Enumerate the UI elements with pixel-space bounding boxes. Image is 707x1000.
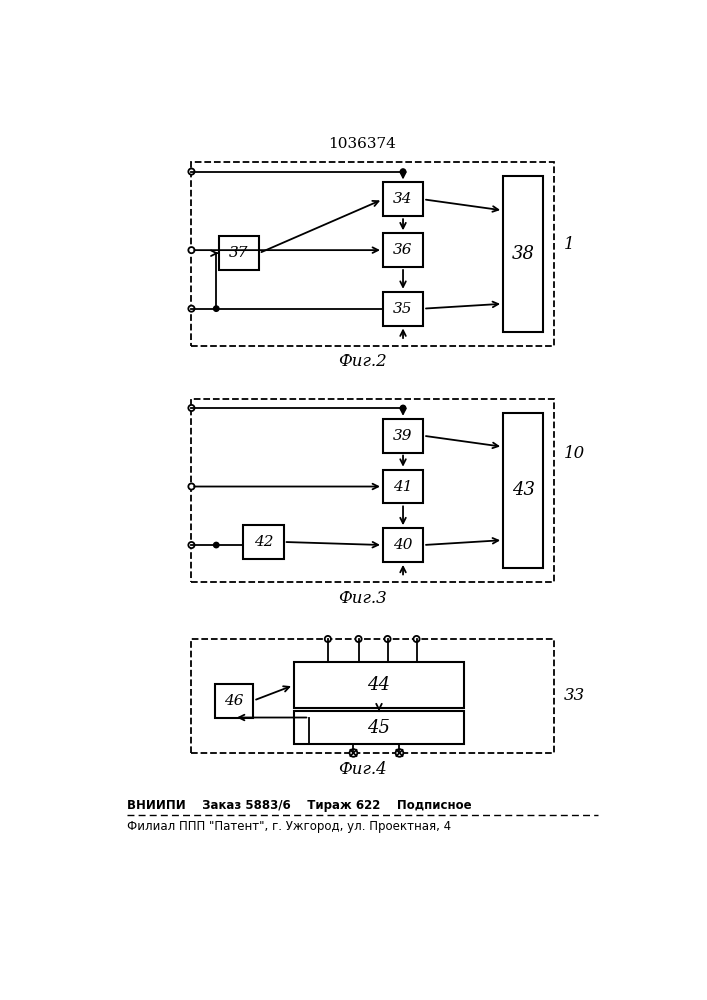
Text: 34: 34 <box>393 192 413 206</box>
Bar <box>192 639 554 753</box>
Text: 35: 35 <box>393 302 413 316</box>
Text: Фиг.2: Фиг.2 <box>338 353 387 370</box>
Circle shape <box>385 636 391 642</box>
Bar <box>192 399 554 582</box>
Text: 1036374: 1036374 <box>328 137 397 151</box>
Text: 40: 40 <box>393 538 413 552</box>
Text: Фиг.3: Фиг.3 <box>338 590 387 607</box>
Circle shape <box>214 306 219 311</box>
Bar <box>383 528 423 562</box>
Bar <box>243 525 284 559</box>
Bar <box>503 176 543 332</box>
Bar <box>293 662 464 708</box>
Text: 42: 42 <box>254 535 274 549</box>
Text: 44: 44 <box>368 676 390 694</box>
Bar <box>383 470 423 503</box>
Text: Филиал ППП "Патент", г. Ужгород, ул. Проектная, 4: Филиал ППП "Патент", г. Ужгород, ул. Про… <box>127 820 451 833</box>
Circle shape <box>400 405 406 411</box>
Text: 1: 1 <box>563 236 574 253</box>
Text: 46: 46 <box>224 694 244 708</box>
Circle shape <box>325 636 331 642</box>
Text: 36: 36 <box>393 243 413 257</box>
Text: 39: 39 <box>393 429 413 443</box>
Text: 10: 10 <box>563 445 585 462</box>
Circle shape <box>400 169 406 174</box>
Text: 38: 38 <box>512 245 534 263</box>
Circle shape <box>188 483 194 490</box>
Text: ВНИИПИ    Заказ 5883/6    Тираж 622    Подписное: ВНИИПИ Заказ 5883/6 Тираж 622 Подписное <box>127 799 472 812</box>
Bar <box>293 711 464 744</box>
Bar <box>215 684 253 718</box>
Bar <box>383 292 423 326</box>
Bar <box>383 419 423 453</box>
Circle shape <box>188 306 194 312</box>
Bar <box>192 162 554 346</box>
Circle shape <box>349 749 357 757</box>
Text: Фиг.4: Фиг.4 <box>338 761 387 778</box>
Circle shape <box>214 542 219 548</box>
Text: 37: 37 <box>229 246 248 260</box>
Bar <box>383 233 423 267</box>
Text: 33: 33 <box>563 687 585 704</box>
Circle shape <box>188 542 194 548</box>
Bar <box>383 182 423 216</box>
Text: 41: 41 <box>393 480 413 494</box>
Bar <box>218 236 259 270</box>
Circle shape <box>356 636 362 642</box>
Circle shape <box>188 405 194 411</box>
Circle shape <box>396 749 403 757</box>
Bar <box>503 413 543 568</box>
Text: 45: 45 <box>368 719 390 737</box>
Circle shape <box>188 247 194 253</box>
Text: 43: 43 <box>512 481 534 499</box>
Circle shape <box>188 169 194 175</box>
Circle shape <box>414 636 420 642</box>
